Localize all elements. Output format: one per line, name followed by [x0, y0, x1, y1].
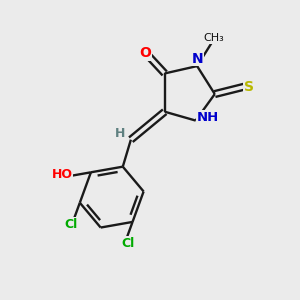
Text: CH₃: CH₃	[203, 33, 224, 43]
Text: Cl: Cl	[64, 218, 78, 231]
Text: Cl: Cl	[122, 237, 135, 250]
Text: O: O	[140, 46, 152, 60]
Text: H: H	[115, 127, 125, 140]
Text: HO: HO	[52, 168, 73, 181]
Text: S: S	[244, 80, 254, 94]
Text: NH: NH	[196, 111, 218, 124]
Text: N: N	[191, 52, 203, 66]
